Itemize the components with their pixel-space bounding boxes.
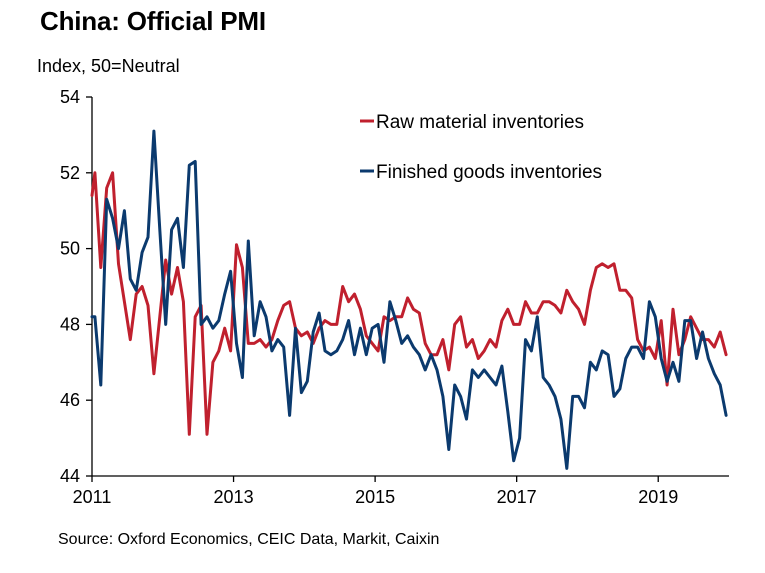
- y-tick-label: 50: [60, 239, 80, 259]
- source-note: Source: Oxford Economics, CEIC Data, Mar…: [58, 531, 440, 548]
- legend: Raw material inventories Finished goods i…: [360, 112, 602, 183]
- y-axis-unit-label: Index, 50=Neutral: [37, 56, 180, 76]
- y-tick-label: 44: [60, 466, 80, 486]
- x-tick-label: 2015: [355, 487, 395, 507]
- chart-title: China: Official PMI: [40, 6, 266, 36]
- y-tick-label: 48: [60, 314, 80, 334]
- x-tick-label: 2013: [214, 487, 254, 507]
- axes: 44 46 48 50 52 54 2011 2013 2015 2017 2019: [60, 87, 729, 507]
- legend-label: Raw material inventories: [376, 112, 584, 133]
- legend-label: Finished goods inventories: [376, 162, 602, 183]
- x-tick-label: 2011: [73, 487, 112, 507]
- series-line-raw-material-inventories: [90, 171, 728, 436]
- x-tick-label: 2019: [638, 487, 678, 507]
- series-layer: [90, 129, 728, 470]
- series-line-finished-goods-inventories: [90, 129, 728, 470]
- y-tick-label: 52: [60, 163, 80, 183]
- y-tick-label: 46: [60, 390, 80, 410]
- y-tick-label: 54: [60, 87, 80, 107]
- x-tick-label: 2017: [497, 487, 537, 507]
